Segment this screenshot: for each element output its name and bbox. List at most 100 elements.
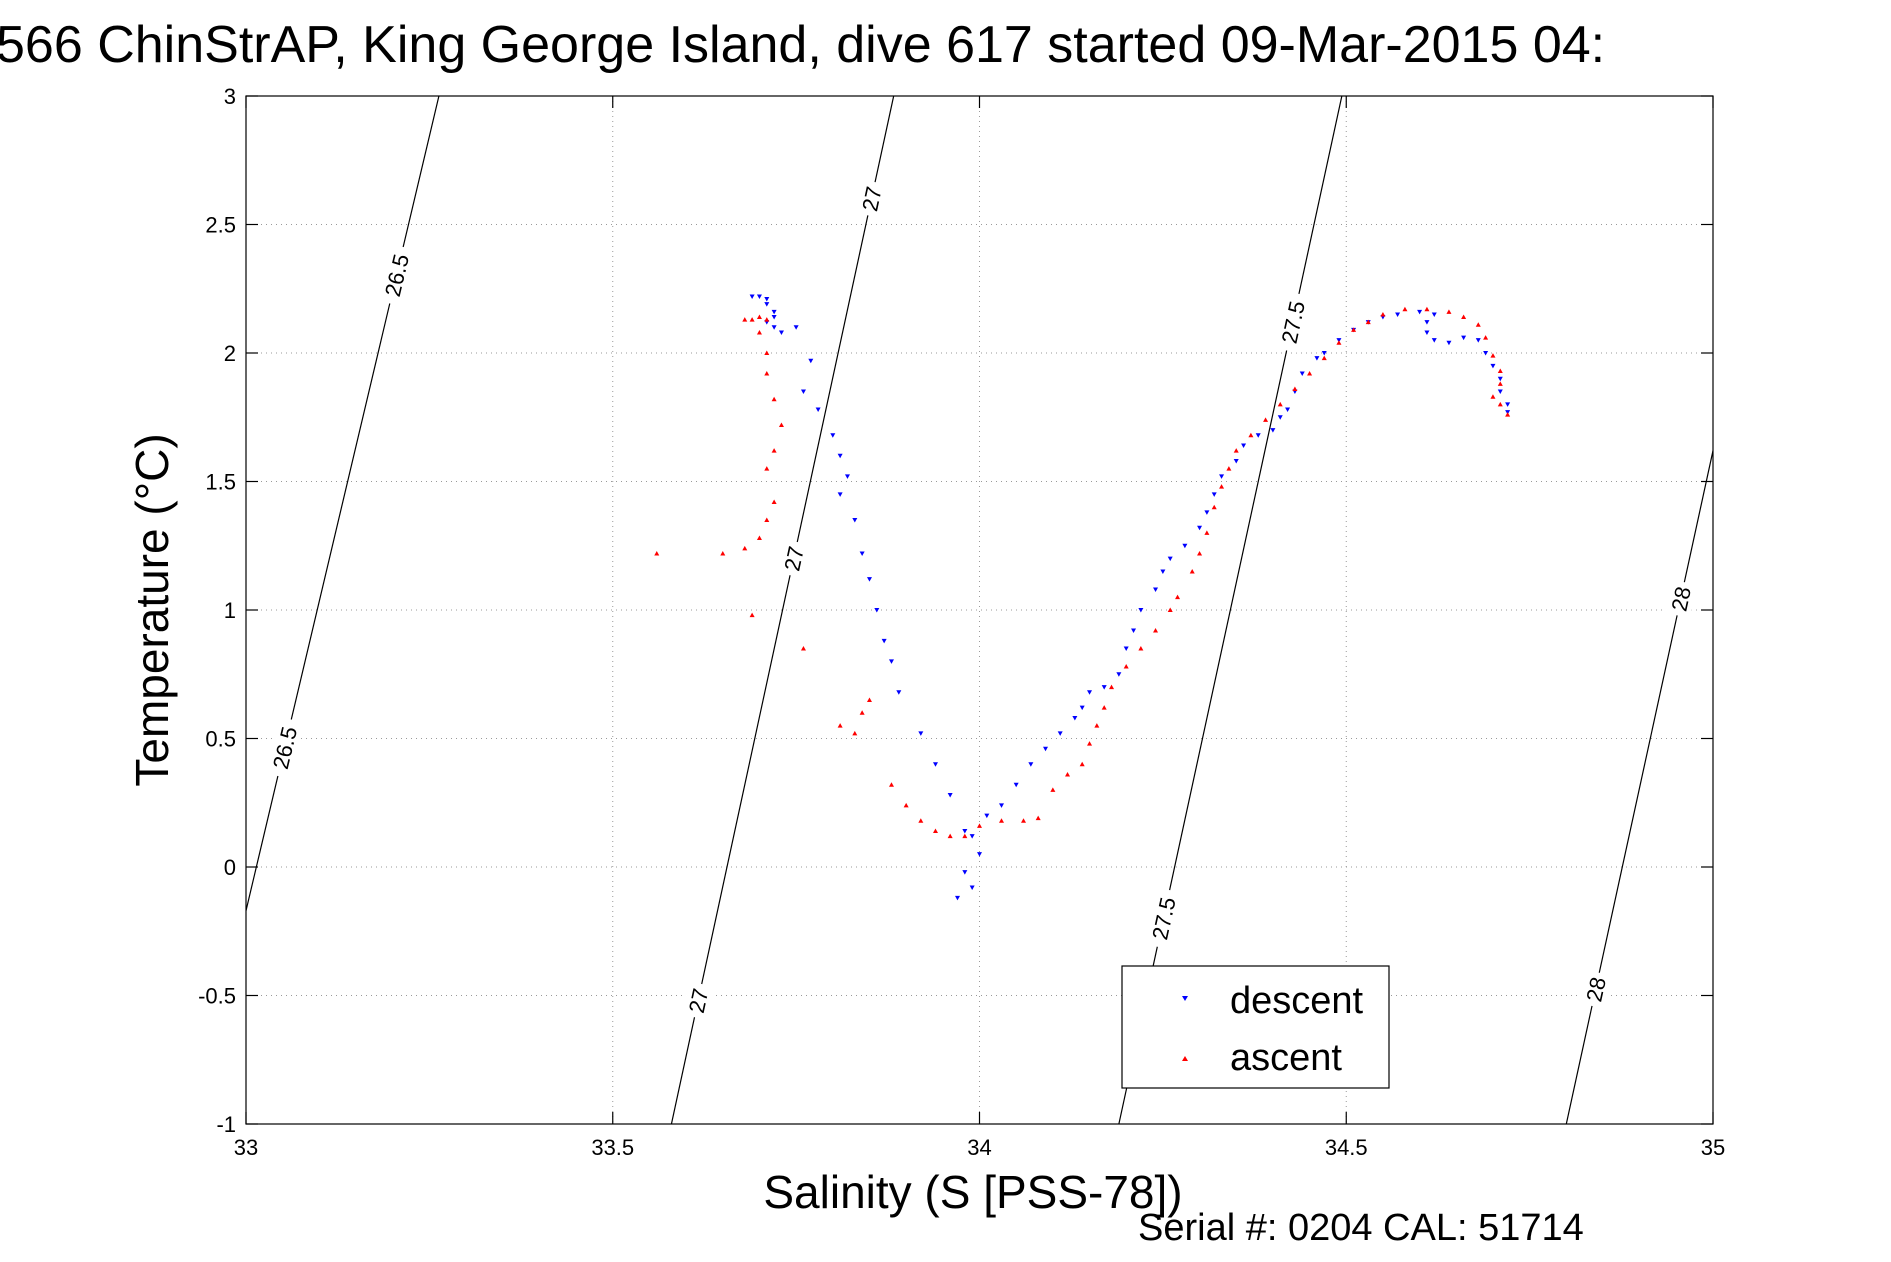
- ascent-point: [859, 710, 865, 715]
- descent-point: [778, 330, 784, 335]
- y-tick-label: 1.5: [205, 470, 236, 495]
- plot-area: [246, 96, 1713, 1124]
- ascent-point: [1094, 723, 1100, 728]
- ascent-point: [962, 833, 968, 839]
- descent-point: [932, 762, 938, 767]
- descent-point: [1431, 312, 1437, 317]
- ascent-point: [1380, 311, 1386, 317]
- y-tick-label: 0.5: [205, 727, 236, 752]
- y-tick-label: -0.5: [198, 984, 236, 1009]
- contour-label: 28: [1666, 584, 1696, 613]
- contour-label-background: [1579, 969, 1612, 1009]
- contour-label: 27: [857, 184, 887, 213]
- descent-point: [1417, 309, 1423, 315]
- contour-label-group: 28: [1579, 969, 1612, 1009]
- legend-box: [1121, 965, 1390, 1089]
- descent-point: [1160, 569, 1166, 574]
- descent-point: [1153, 587, 1159, 592]
- contour-label: 27: [779, 544, 809, 573]
- descent-point: [1497, 389, 1503, 395]
- descent-point: [830, 433, 836, 438]
- descent-point: [771, 309, 777, 315]
- descent-point: [756, 294, 762, 299]
- ascent-point: [1197, 550, 1203, 556]
- y-axis-label: Temperature (°C): [126, 433, 178, 786]
- descent-point: [888, 659, 894, 664]
- contour-label-background: [855, 179, 888, 219]
- descent-point: [859, 551, 865, 556]
- ascent-point: [1109, 684, 1115, 690]
- x-tick-label: 34.5: [1325, 1135, 1368, 1160]
- ascent-point: [1248, 432, 1254, 438]
- ascent-point: [1167, 607, 1173, 612]
- ascent-point: [888, 782, 894, 787]
- descent-point: [1138, 608, 1144, 613]
- descent-point: [1424, 330, 1430, 335]
- descent-point: [1028, 762, 1034, 767]
- descent-point: [1395, 312, 1401, 317]
- descent-point: [1321, 351, 1327, 356]
- descent-point: [1299, 371, 1305, 377]
- ascent-point: [1490, 394, 1496, 399]
- descent-point: [1314, 356, 1320, 361]
- x-axis-label: Salinity (S [PSS-78]): [763, 1166, 1182, 1218]
- descent-point: [962, 829, 968, 834]
- descent-point: [1167, 556, 1173, 562]
- contour-line-27: [670, 96, 895, 1124]
- ascent-point: [1050, 787, 1056, 792]
- ascent-point: [1402, 306, 1408, 312]
- descent-point: [1101, 685, 1107, 690]
- descent-point: [793, 325, 799, 330]
- contour-label: 27: [684, 986, 714, 1015]
- contour-label-group: 27: [777, 539, 810, 578]
- ascent-point: [1497, 401, 1503, 407]
- descent-point: [837, 453, 843, 459]
- y-tick-label: 2: [224, 341, 236, 366]
- x-tick-label: 35: [1701, 1135, 1725, 1160]
- ascent-point: [764, 350, 770, 355]
- descent-point: [999, 803, 1005, 808]
- y-tick-label: -1: [216, 1112, 236, 1137]
- ascent-point: [932, 828, 938, 834]
- ascent-point: [947, 833, 953, 839]
- ascent-point: [771, 499, 777, 505]
- ascent-point: [1138, 646, 1144, 651]
- ascent-point: [771, 396, 777, 402]
- ascent-point: [1277, 401, 1283, 407]
- ascent-point: [1475, 322, 1481, 327]
- ascent-point: [1153, 628, 1159, 633]
- descent-point: [1197, 525, 1203, 531]
- descent-point: [1072, 715, 1078, 721]
- descent-point: [1270, 428, 1276, 433]
- contour-label-background: [1664, 579, 1698, 619]
- descent-point: [866, 577, 872, 582]
- contour-line-27-5: [1118, 96, 1343, 1124]
- descent-point: [771, 325, 777, 330]
- ascent-point: [903, 802, 909, 808]
- ascent-point: [778, 422, 784, 427]
- ascent-point: [1175, 594, 1181, 600]
- descent-point: [896, 690, 902, 695]
- descent-point: [1277, 415, 1283, 420]
- descent-point: [969, 885, 975, 891]
- ascent-point: [1211, 504, 1217, 510]
- ascent-point: [1505, 412, 1511, 417]
- axis-ticks: 33 33.5 34 34.5 35 -1 -0.5 0 0.5 1 1.5 2 2.5 3: [198, 84, 1725, 1160]
- contour-label: 28: [1581, 975, 1611, 1004]
- ascent-point: [756, 314, 762, 320]
- ascent-point: [837, 723, 843, 728]
- descent-point: [1431, 338, 1437, 343]
- chart-title: 566 ChinStrAP, King George Island, dive …: [0, 16, 1605, 74]
- descent-point: [764, 297, 770, 302]
- x-tick-label: 34: [967, 1135, 991, 1160]
- ascent-point: [1079, 761, 1085, 767]
- footer-serial-cal: Serial #: 0204 CAL: 51714: [1138, 1207, 1584, 1249]
- descent-point: [1424, 320, 1430, 325]
- ascent-point: [1351, 327, 1357, 332]
- contour-label-background: [377, 244, 416, 307]
- descent-point: [1211, 492, 1217, 497]
- descent-point: [1219, 474, 1225, 479]
- ascent-point: [1123, 664, 1129, 669]
